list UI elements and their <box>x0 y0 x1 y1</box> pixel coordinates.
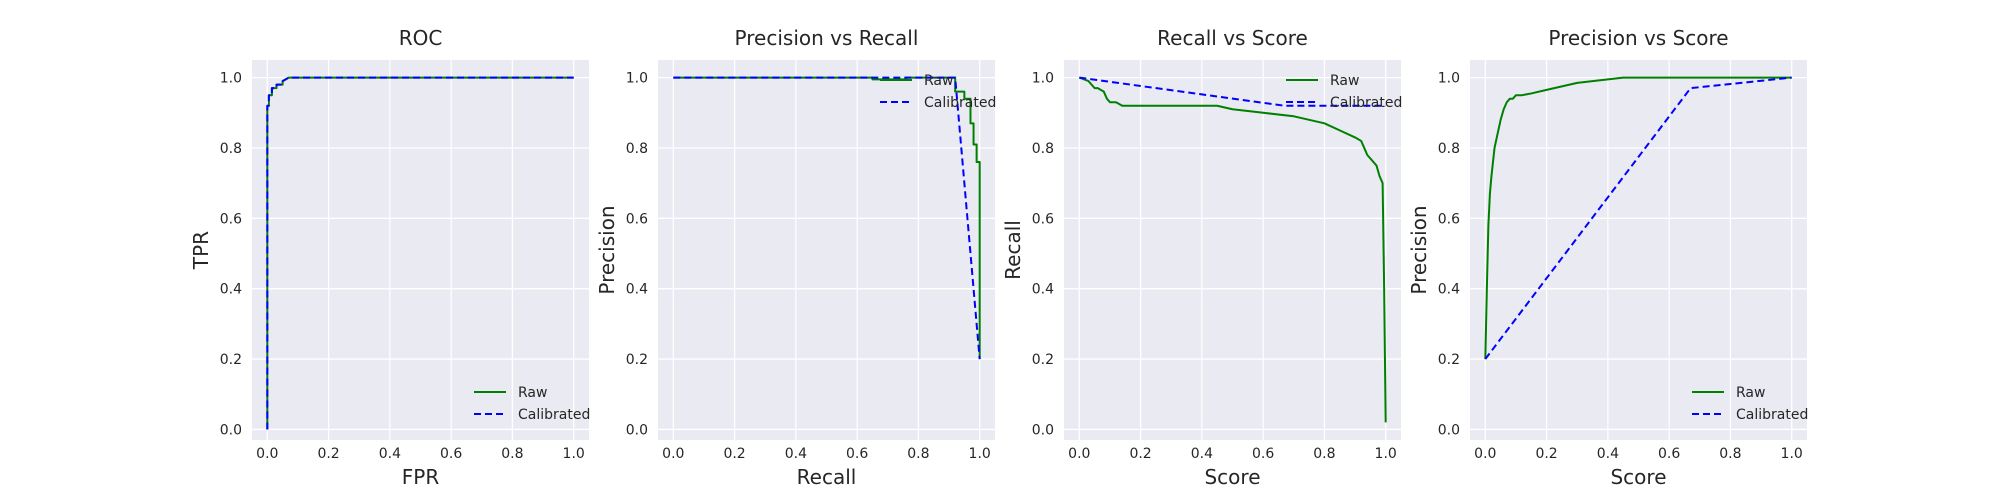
y-tick-label: 1.0 <box>1032 71 1054 87</box>
x-tick-label: 0.6 <box>846 446 868 462</box>
x-tick-label: 0.0 <box>1068 446 1090 462</box>
plot-background <box>658 60 995 440</box>
series-line-raw <box>1078 76 1387 423</box>
roc-chart: 0.0 0.0 0.2 0.2 0.4 0.4 0.6 0.6 0.8 0.8 1.0 1.0 ROC… <box>189 26 590 489</box>
tick-labels: 0.0 0.0 0.2 0.2 0.4 0.4 0.6 0.6 0.8 0.8 1.0 1.0 <box>1438 71 1803 462</box>
legend-label-calibrated: Calibrated <box>1736 407 1808 423</box>
plot-background <box>1470 60 1807 440</box>
x-tick-label: 1.0 <box>1781 446 1803 462</box>
y-tick-label: 0.6 <box>1032 211 1054 227</box>
x-tick-label: 0.6 <box>1252 446 1274 462</box>
legend-label-calibrated: Calibrated <box>1330 95 1402 111</box>
y-tick-label: 0.6 <box>1438 211 1460 227</box>
x-tick-label: 0.4 <box>379 446 401 462</box>
y-tick-label: 0.2 <box>1032 352 1054 368</box>
x-tick-label: 0.2 <box>317 446 339 462</box>
x-tick-label: 0.2 <box>1535 446 1557 462</box>
y-tick-label: 0.2 <box>220 352 242 368</box>
grid <box>1470 60 1807 440</box>
y-axis-label: TPR <box>189 231 213 270</box>
y-tick-label: 0.8 <box>1032 141 1054 157</box>
chart-title: Precision vs Recall <box>735 26 919 50</box>
series-line-calibrated <box>1079 76 1386 107</box>
precision-recall-chart: 0.0 0.0 0.2 0.2 0.4 0.4 0.6 0.6 0.8 0.8 1.0 1.0 Pre… <box>595 26 996 489</box>
x-tick-label: 1.0 <box>969 446 991 462</box>
chart-title: ROC <box>399 26 443 50</box>
legend-label-calibrated: Calibrated <box>518 407 590 423</box>
y-tick-label: 0.6 <box>220 211 242 227</box>
x-tick-label: 0.8 <box>1719 446 1741 462</box>
y-tick-label: 0.2 <box>626 352 648 368</box>
y-axis-label: Precision <box>1407 205 1431 294</box>
tick-labels: 0.0 0.0 0.2 0.2 0.4 0.4 0.6 0.6 0.8 0.8 1.0 1.0 <box>626 71 991 462</box>
y-axis-label: Precision <box>595 205 619 294</box>
y-tick-label: 0.8 <box>1438 141 1460 157</box>
x-tick-label: 0.4 <box>1597 446 1619 462</box>
series-line-calibrated <box>266 76 574 430</box>
y-tick-label: 0.4 <box>626 282 648 298</box>
series-line-raw <box>1484 76 1792 360</box>
chart-title: Precision vs Score <box>1548 26 1728 50</box>
y-tick-label: 0.6 <box>626 211 648 227</box>
series-line-calibrated <box>1484 76 1792 360</box>
legend-label-raw: Raw <box>518 385 547 401</box>
y-tick-label: 0.4 <box>220 282 242 298</box>
series-lines <box>266 76 574 430</box>
y-axis-label: Recall <box>1001 220 1025 280</box>
y-tick-label: 0.4 <box>1438 282 1460 298</box>
legend: Raw Calibrated <box>474 385 590 423</box>
y-tick-label: 0.2 <box>1438 352 1460 368</box>
legend: Raw Calibrated <box>1692 385 1808 423</box>
series-lines <box>1484 76 1792 360</box>
x-tick-label: 0.8 <box>501 446 523 462</box>
y-tick-label: 0.0 <box>1438 422 1460 438</box>
x-tick-label: 0.8 <box>907 446 929 462</box>
legend-label-calibrated: Calibrated <box>924 95 996 111</box>
x-axis-label: FPR <box>402 465 440 489</box>
series-lines <box>1078 76 1387 423</box>
y-tick-label: 0.8 <box>220 141 242 157</box>
legend-label-raw: Raw <box>1736 385 1765 401</box>
series-line-calibrated <box>673 76 981 360</box>
x-tick-label: 0.6 <box>1658 446 1680 462</box>
tick-labels: 0.0 0.0 0.2 0.2 0.4 0.4 0.6 0.6 0.8 0.8 1.0 1.0 <box>220 71 585 462</box>
chart-title: Recall vs Score <box>1157 26 1308 50</box>
x-tick-label: 0.0 <box>256 446 278 462</box>
y-tick-label: 1.0 <box>220 71 242 87</box>
x-tick-label: 0.4 <box>1191 446 1213 462</box>
y-tick-label: 0.0 <box>1032 422 1054 438</box>
x-tick-label: 0.0 <box>1474 446 1496 462</box>
y-tick-label: 0.0 <box>626 422 648 438</box>
x-tick-label: 0.2 <box>723 446 745 462</box>
x-tick-label: 0.2 <box>1129 446 1151 462</box>
x-tick-label: 0.8 <box>1313 446 1335 462</box>
x-tick-label: 0.4 <box>785 446 807 462</box>
legend: Raw Calibrated <box>1286 73 1402 111</box>
tick-labels: 0.0 0.0 0.2 0.2 0.4 0.4 0.6 0.6 0.8 0.8 1.0 1.0 <box>1032 71 1397 462</box>
x-tick-label: 1.0 <box>1375 446 1397 462</box>
x-tick-label: 1.0 <box>563 446 585 462</box>
legend-label-raw: Raw <box>924 73 953 89</box>
x-axis-label: Score <box>1610 465 1666 489</box>
y-tick-label: 1.0 <box>1438 71 1460 87</box>
recall-score-chart: 0.0 0.0 0.2 0.2 0.4 0.4 0.6 0.6 0.8 0.8 1.0 1.0 Rec… <box>1001 26 1402 489</box>
y-tick-label: 0.8 <box>626 141 648 157</box>
x-tick-label: 0.6 <box>440 446 462 462</box>
legend: Raw Calibrated <box>880 73 996 111</box>
y-tick-label: 0.4 <box>1032 282 1054 298</box>
plot-background <box>1064 60 1401 440</box>
x-axis-label: Score <box>1204 465 1260 489</box>
y-tick-label: 0.0 <box>220 422 242 438</box>
x-tick-label: 0.0 <box>662 446 684 462</box>
legend-label-raw: Raw <box>1330 73 1359 89</box>
precision-score-chart: 0.0 0.0 0.2 0.2 0.4 0.4 0.6 0.6 0.8 0.8 1.0 1.0 Pre… <box>1407 26 1808 489</box>
y-tick-label: 1.0 <box>626 71 648 87</box>
x-axis-label: Recall <box>797 465 857 489</box>
plot-background <box>252 60 589 440</box>
